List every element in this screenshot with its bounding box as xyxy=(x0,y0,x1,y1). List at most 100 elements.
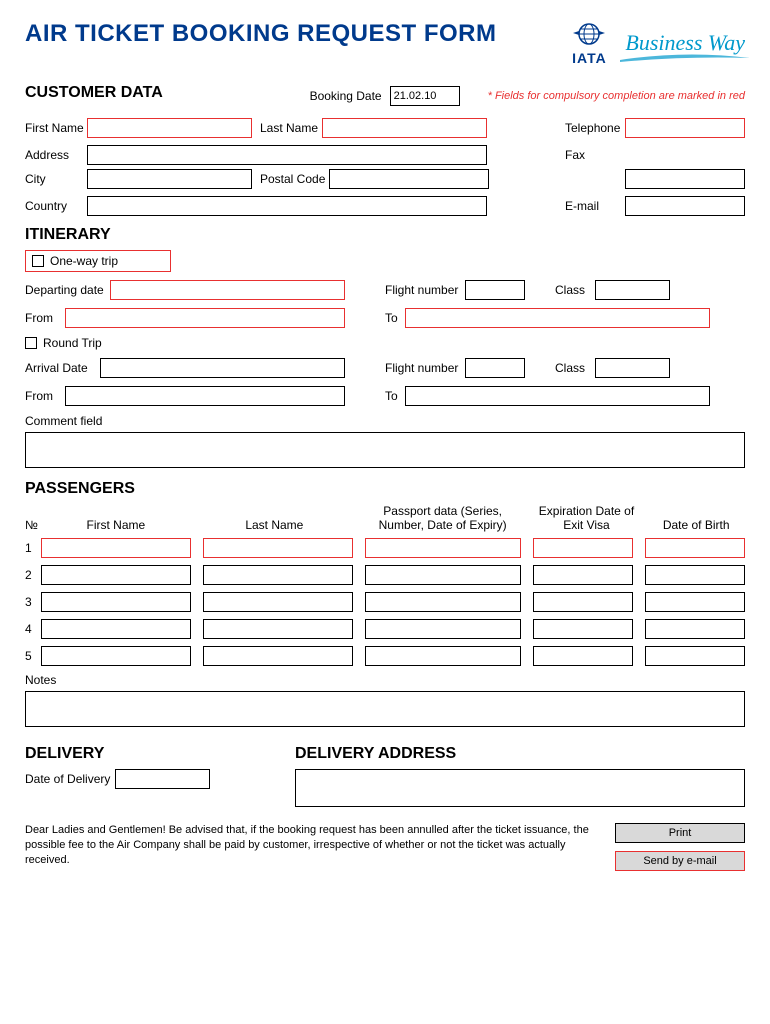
form-title: AIR TICKET BOOKING REQUEST FORM xyxy=(25,20,497,48)
p5-visa[interactable] xyxy=(533,646,633,666)
p3-fn[interactable] xyxy=(41,592,191,612)
disclaimer: Dear Ladies and Gentlemen! Be advised th… xyxy=(25,823,595,871)
pnum-4: 4 xyxy=(25,622,41,636)
p2-passport[interactable] xyxy=(365,565,521,585)
oneway-label: One-way trip xyxy=(50,254,118,268)
from1-label: From xyxy=(25,311,65,325)
p4-dob[interactable] xyxy=(645,619,745,639)
p2-dob[interactable] xyxy=(645,565,745,585)
itin-depart-row: Departing date Flight number Class xyxy=(25,280,745,300)
passengers-header: № First Name Last Name Passport data (Se… xyxy=(25,504,745,532)
p1-dob[interactable] xyxy=(645,538,745,558)
pnum-5: 5 xyxy=(25,649,41,663)
p5-fn[interactable] xyxy=(41,646,191,666)
passengers-section: PASSENGERS xyxy=(25,480,745,498)
flight2-input[interactable] xyxy=(465,358,525,378)
customer-row-2: Address Fax xyxy=(25,145,745,165)
passenger-row-2: 2 xyxy=(25,565,745,585)
city-label: City xyxy=(25,172,87,186)
delivery-row: DELIVERY Date of Delivery DELIVERY ADDRE… xyxy=(25,735,745,807)
round-checkbox[interactable] xyxy=(25,337,37,349)
passenger-row-5: 5 xyxy=(25,646,745,666)
customer-row-4: Country E-mail xyxy=(25,196,745,216)
passenger-row-1: 1 xyxy=(25,538,745,558)
oneway-box[interactable]: One-way trip xyxy=(25,250,171,272)
telephone-input[interactable] xyxy=(625,118,745,138)
comment-input[interactable] xyxy=(25,432,745,468)
first-name-label: First Name xyxy=(25,121,87,135)
p2-fn[interactable] xyxy=(41,565,191,585)
num-header: № xyxy=(25,518,43,532)
last-name-input[interactable] xyxy=(322,118,487,138)
flight1-input[interactable] xyxy=(465,280,525,300)
oneway-checkbox[interactable] xyxy=(32,255,44,267)
class1-label: Class xyxy=(555,283,595,297)
flight2-label: Flight number xyxy=(385,361,465,375)
booking-date-label: Booking Date xyxy=(310,89,382,103)
iata-text: IATA xyxy=(572,50,607,66)
first-name-input[interactable] xyxy=(87,118,252,138)
delivery-date-input[interactable] xyxy=(115,769,210,789)
p4-ln[interactable] xyxy=(203,619,353,639)
p5-dob[interactable] xyxy=(645,646,745,666)
itin-from-row: From To xyxy=(25,308,745,328)
arrival-input[interactable] xyxy=(100,358,345,378)
globe-icon xyxy=(571,20,607,48)
departing-label: Departing date xyxy=(25,283,110,297)
pln-header: Last Name xyxy=(201,518,348,532)
fax-input[interactable] xyxy=(625,169,745,189)
p5-passport[interactable] xyxy=(365,646,521,666)
to2-label: To xyxy=(385,389,405,403)
p1-passport[interactable] xyxy=(365,538,521,558)
country-label: Country xyxy=(25,199,87,213)
delivery-date-label: Date of Delivery xyxy=(25,772,115,786)
p4-fn[interactable] xyxy=(41,619,191,639)
delivery-address-section: DELIVERY ADDRESS xyxy=(295,745,745,763)
class1-input[interactable] xyxy=(595,280,670,300)
delivery-address-input[interactable] xyxy=(295,769,745,807)
send-button[interactable]: Send by e-mail xyxy=(615,851,745,871)
to1-input[interactable] xyxy=(405,308,710,328)
address-input[interactable] xyxy=(87,145,487,165)
p4-visa[interactable] xyxy=(533,619,633,639)
email-label: E-mail xyxy=(565,199,625,213)
to2-input[interactable] xyxy=(405,386,710,406)
customer-row-3: City Postal Code xyxy=(25,169,745,189)
p4-passport[interactable] xyxy=(365,619,521,639)
p3-visa[interactable] xyxy=(533,592,633,612)
departing-input[interactable] xyxy=(110,280,345,300)
from2-input[interactable] xyxy=(65,386,345,406)
booking-date-input[interactable] xyxy=(390,86,460,106)
notes-label: Notes xyxy=(25,673,745,687)
p3-passport[interactable] xyxy=(365,592,521,612)
p1-fn[interactable] xyxy=(41,538,191,558)
passenger-row-3: 3 xyxy=(25,592,745,612)
p2-visa[interactable] xyxy=(533,565,633,585)
arrival-label: Arrival Date xyxy=(25,361,100,375)
country-input[interactable] xyxy=(87,196,487,216)
p2-ln[interactable] xyxy=(203,565,353,585)
p3-dob[interactable] xyxy=(645,592,745,612)
p1-ln[interactable] xyxy=(203,538,353,558)
flight1-label: Flight number xyxy=(385,283,465,297)
dob-header: Date of Birth xyxy=(647,518,745,532)
class2-input[interactable] xyxy=(595,358,670,378)
city-input[interactable] xyxy=(87,169,252,189)
customer-section: CUSTOMER DATA xyxy=(25,84,163,102)
from1-input[interactable] xyxy=(65,308,345,328)
header: AIR TICKET BOOKING REQUEST FORM IATA Bus… xyxy=(25,20,745,66)
delivery-section: DELIVERY xyxy=(25,745,295,763)
itin-from2-row: From To xyxy=(25,386,745,406)
p3-ln[interactable] xyxy=(203,592,353,612)
iata-logo: IATA xyxy=(571,20,607,66)
round-row: Round Trip xyxy=(25,336,745,350)
p5-ln[interactable] xyxy=(203,646,353,666)
postal-label: Postal Code xyxy=(260,172,325,186)
address-label: Address xyxy=(25,148,87,162)
postal-input[interactable] xyxy=(329,169,489,189)
email-input[interactable] xyxy=(625,196,745,216)
p1-visa[interactable] xyxy=(533,538,633,558)
print-button[interactable]: Print xyxy=(615,823,745,843)
notes-input[interactable] xyxy=(25,691,745,727)
telephone-label: Telephone xyxy=(565,121,625,135)
